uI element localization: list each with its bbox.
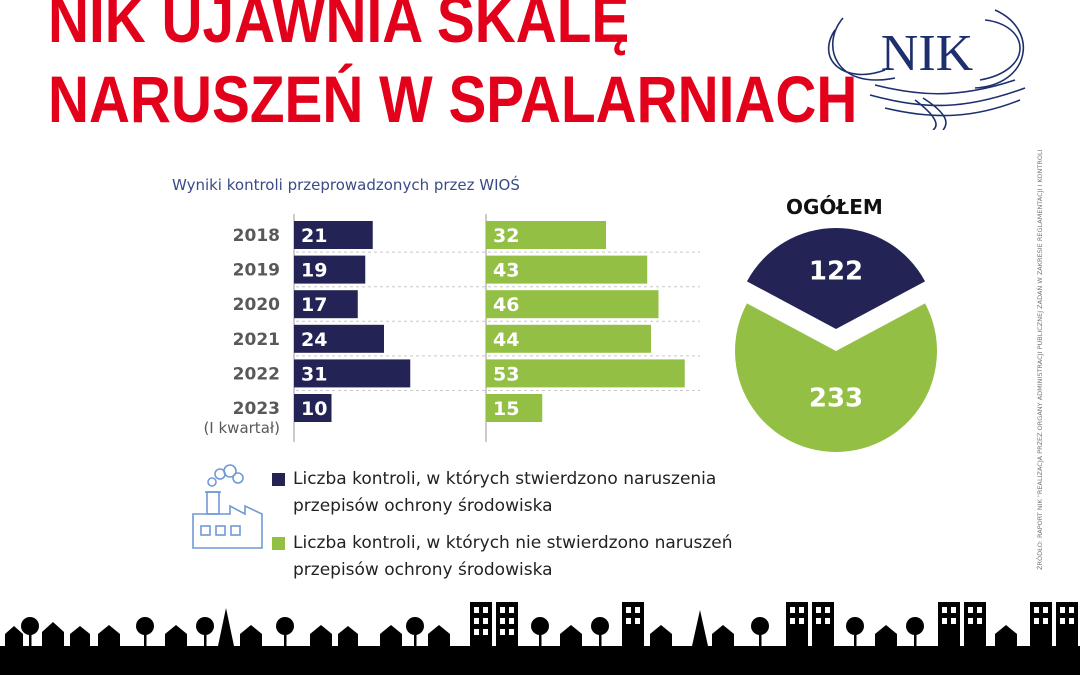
bar (486, 324, 651, 353)
bar-value-label: 17 (301, 294, 327, 316)
bar (486, 394, 543, 422)
legend-swatch-green (272, 537, 285, 550)
nik-logo: NIK (828, 9, 1026, 130)
pie-value-label: 122 (809, 256, 863, 286)
bar-value-label: 15 (493, 398, 519, 420)
bar (486, 359, 685, 388)
year-label: 2022 (233, 364, 280, 384)
bar-value-label: 24 (301, 329, 327, 351)
year-label: 2021 (233, 330, 280, 350)
bar (486, 255, 648, 284)
bar-value-label: 46 (493, 294, 519, 316)
year-sublabel: (I kwartał) (203, 419, 280, 437)
source-note: ŹRÓDŁO: RAPORT NIK "REALIZACJA PRZEZ ORG… (1036, 150, 1044, 570)
legend-swatch-navy (272, 473, 285, 486)
bar (294, 255, 366, 284)
year-label: 2018 (233, 226, 280, 246)
year-label: 2023 (233, 399, 280, 419)
bar (486, 221, 606, 249)
bar-value-label: 10 (301, 398, 327, 420)
year-label: 2019 (233, 261, 280, 281)
bar-value-label: 53 (493, 363, 519, 385)
results-chart: 2018 21 32 2019 19 43 2020 17 46 2021 24 44 2022 31 53… (203, 214, 937, 452)
bar-value-label: 31 (301, 363, 327, 385)
year-label: 2020 (233, 295, 280, 315)
legend-label-violations: Liczba kontroli, w których stwierdzono n… (293, 469, 717, 516)
factory-icon (192, 464, 263, 549)
bar (294, 394, 332, 422)
pie-value-label: 233 (809, 383, 863, 413)
bar (486, 290, 659, 319)
bar (294, 359, 411, 388)
chart-subtitle: Wyniki kontroli przeprowadzonych przez W… (172, 176, 520, 194)
bar (294, 324, 384, 353)
bar-value-label: 43 (493, 260, 519, 282)
page-title-line-1: NIK UJAWNIA SKALĘ (48, 0, 630, 56)
pie-slice (735, 303, 937, 452)
pie-slice (746, 227, 926, 329)
legend-label-no-violations: Liczba kontroli, w których nie stwierdzo… (293, 533, 733, 580)
bar-value-label: 21 (301, 225, 327, 247)
bar-value-label: 44 (493, 329, 519, 351)
svg-text:NIK: NIK (881, 25, 974, 82)
city-skyline-graphic (0, 602, 1080, 675)
bar-value-label: 19 (301, 260, 327, 282)
bar (294, 221, 373, 249)
bar-value-label: 32 (493, 225, 519, 247)
bar (294, 290, 358, 319)
total-title: OGÓŁEM (786, 195, 883, 219)
